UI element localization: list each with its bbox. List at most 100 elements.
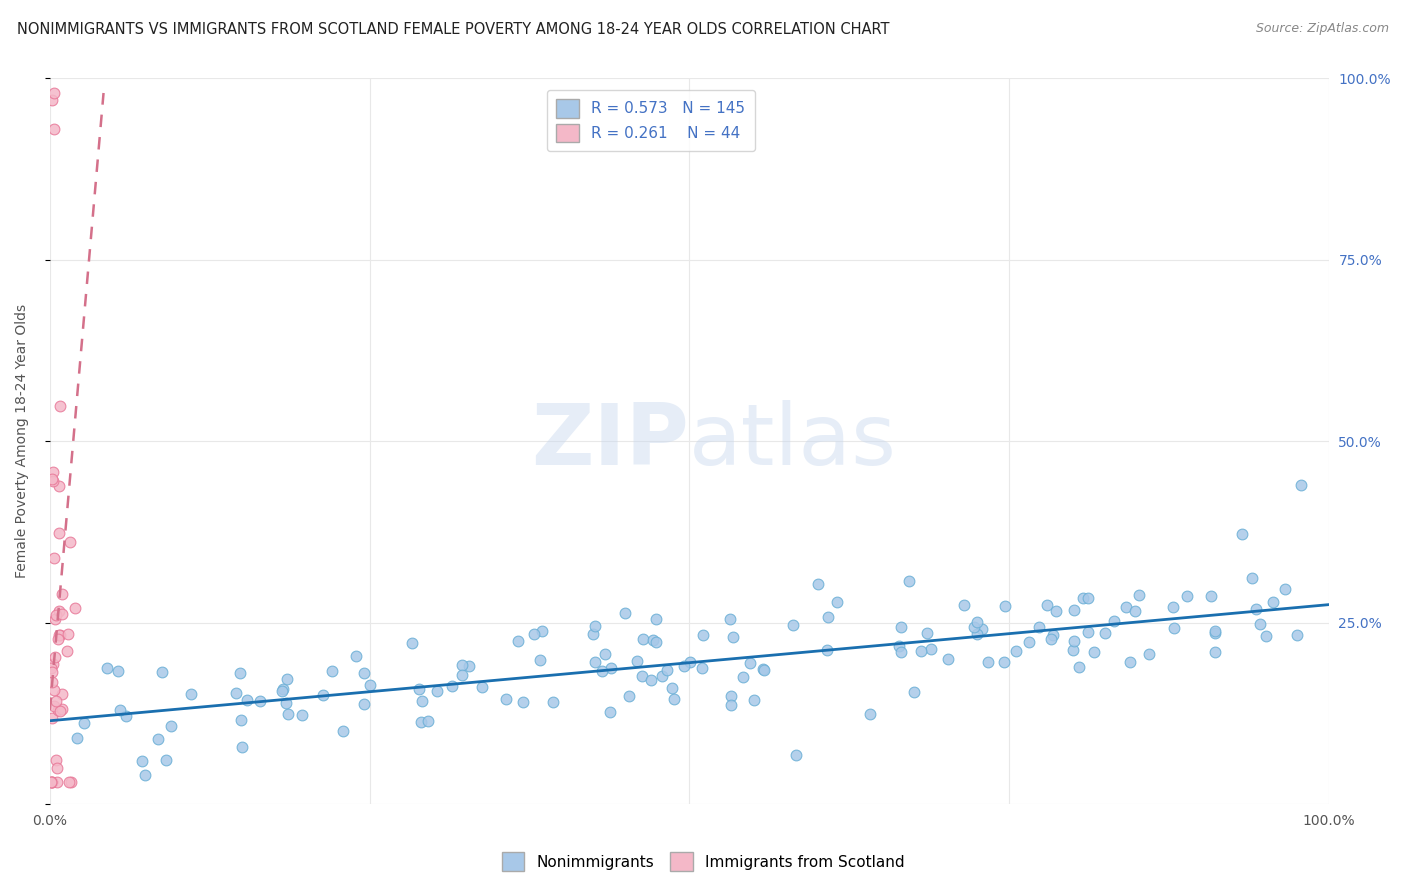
Point [1163, 621, 1185, 635]
Point [440, 679, 463, 693]
Point [915, 625, 938, 640]
Point [1204, 624, 1226, 639]
Point [1042, 628, 1064, 642]
Point [890, 645, 912, 659]
Point [344, 649, 367, 664]
Point [42, 550, 65, 565]
Point [277, 706, 299, 721]
Point [59, 775, 82, 789]
Point [42, 465, 65, 479]
Point [56, 644, 79, 658]
Point [815, 642, 838, 657]
Point [408, 681, 430, 696]
Point [41, 665, 63, 680]
Point [41, 711, 63, 725]
Point [48, 479, 70, 493]
Point [44, 612, 66, 626]
Point [785, 748, 807, 763]
Point [48, 705, 70, 719]
Point [49, 399, 72, 413]
Point [51, 607, 73, 621]
Point [56, 626, 79, 640]
Point [742, 693, 765, 707]
Point [353, 665, 375, 680]
Point [1286, 628, 1309, 642]
Point [720, 698, 742, 713]
Point [51, 587, 73, 601]
Point [1067, 660, 1090, 674]
Point [312, 688, 335, 702]
Point [1244, 602, 1267, 616]
Point [1063, 603, 1085, 617]
Point [411, 714, 433, 729]
Point [42, 683, 65, 698]
Point [134, 768, 156, 782]
Point [236, 693, 259, 707]
Point [966, 626, 988, 640]
Point [953, 598, 976, 612]
Point [231, 713, 253, 727]
Point [418, 714, 440, 728]
Point [541, 695, 564, 709]
Point [640, 673, 662, 688]
Point [321, 665, 343, 679]
Point [225, 685, 247, 699]
Point [231, 740, 253, 755]
Point [752, 662, 775, 676]
Point [903, 685, 925, 699]
Point [641, 633, 664, 648]
Point [1035, 598, 1057, 612]
Point [49, 628, 72, 642]
Point [661, 681, 683, 696]
Point [73, 716, 96, 731]
Point [1241, 571, 1264, 585]
Point [1204, 625, 1226, 640]
Point [1161, 599, 1184, 614]
Point [1232, 526, 1254, 541]
Point [155, 753, 177, 767]
Text: atlas: atlas [689, 400, 897, 483]
Point [41, 775, 63, 789]
Point [644, 635, 666, 649]
Point [673, 659, 696, 673]
Point [51, 702, 73, 716]
Point [583, 618, 606, 632]
Legend: Nonimmigrants, Immigrants from Scotland: Nonimmigrants, Immigrants from Scotland [495, 847, 911, 877]
Point [42, 474, 65, 488]
Point [1018, 635, 1040, 649]
Point [45, 607, 67, 622]
Point [599, 706, 621, 720]
Point [600, 661, 623, 675]
Point [583, 655, 606, 669]
Point [108, 703, 131, 717]
Point [920, 641, 942, 656]
Point [495, 691, 517, 706]
Point [46, 761, 69, 775]
Point [679, 656, 702, 670]
Point [41, 93, 63, 107]
Point [613, 606, 636, 620]
Point [39, 661, 62, 675]
Point [425, 684, 447, 698]
Point [96, 661, 118, 675]
Point [249, 693, 271, 707]
Point [229, 666, 252, 681]
Point [63, 601, 86, 615]
Point [66, 731, 89, 745]
Point [359, 678, 381, 692]
Point [48, 628, 70, 642]
Point [150, 665, 173, 679]
Point [160, 719, 183, 733]
Point [721, 630, 744, 644]
Point [44, 698, 66, 713]
Point [41, 674, 63, 689]
Point [1249, 617, 1271, 632]
Point [276, 673, 298, 687]
Point [897, 574, 920, 588]
Point [42, 122, 65, 136]
Point [146, 731, 169, 746]
Point [720, 690, 742, 704]
Point [977, 655, 1000, 669]
Text: Source: ZipAtlas.com: Source: ZipAtlas.com [1256, 22, 1389, 36]
Point [46, 703, 69, 717]
